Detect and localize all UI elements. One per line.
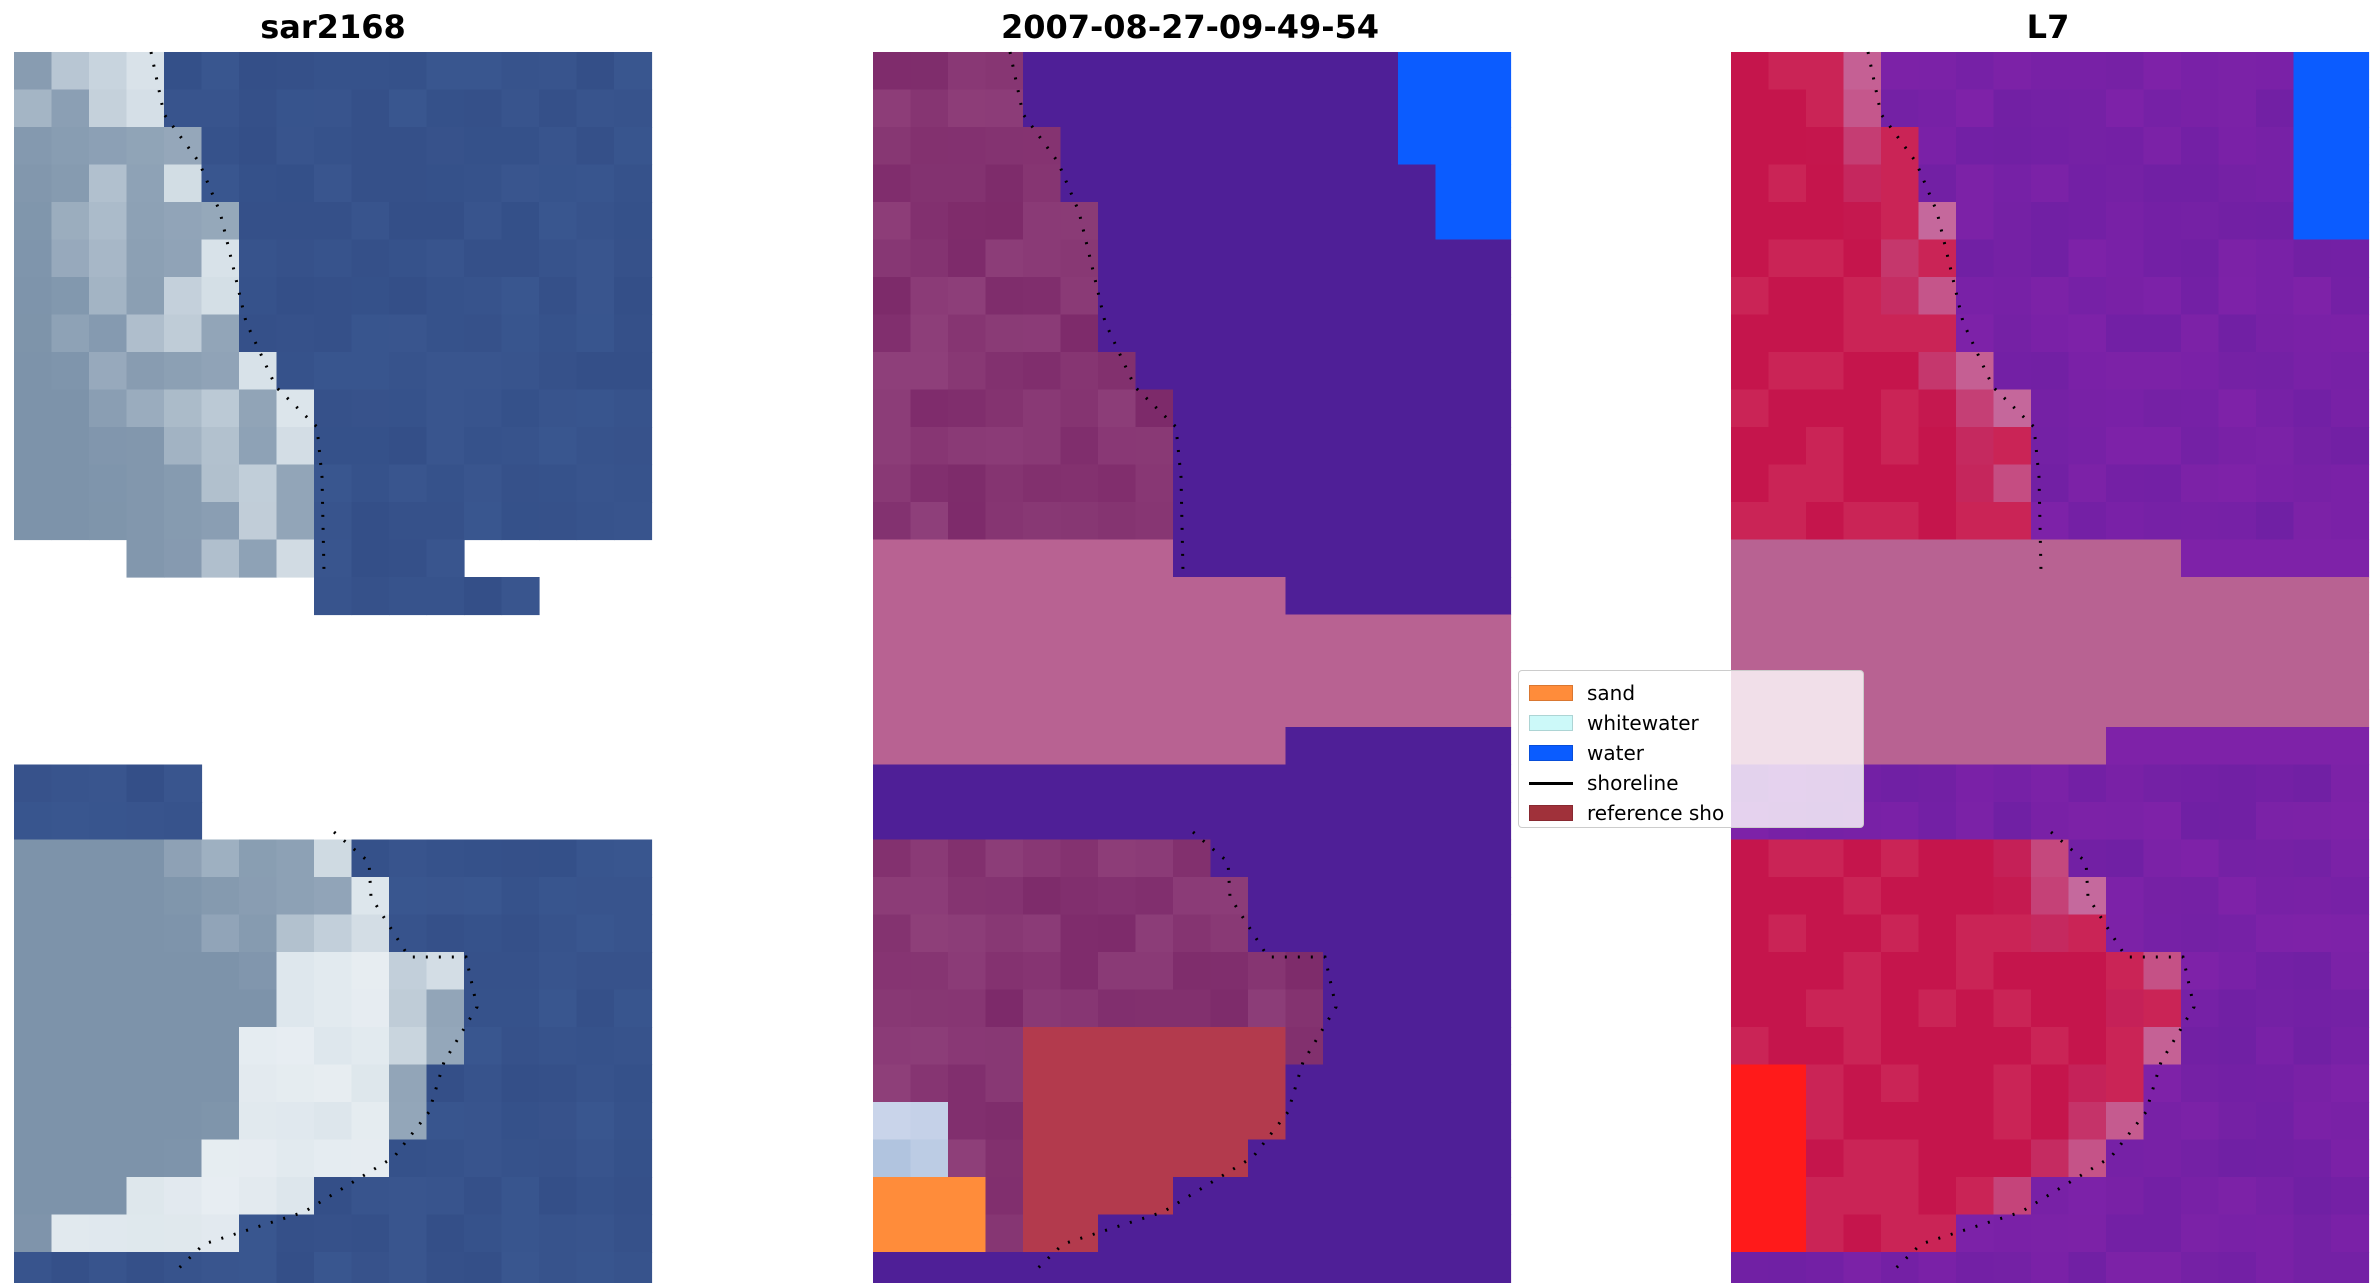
- shoreline-line-icon: [1529, 781, 1573, 785]
- legend-item-water: water: [1525, 739, 1644, 767]
- water-swatch-icon: [1529, 745, 1573, 761]
- reference-shoreline-swatch-icon: [1529, 805, 1573, 821]
- legend-label: water: [1587, 741, 1644, 765]
- legend-label: shoreline: [1587, 771, 1679, 795]
- panel-title-index: L7: [2026, 8, 2070, 46]
- panel-title-rgb: sar2168: [260, 8, 406, 46]
- legend-item-shoreline: shoreline: [1525, 769, 1679, 797]
- sand-swatch-icon: [1529, 685, 1573, 701]
- rgb-image-panel: [14, 51, 653, 1283]
- legend: sand whitewater water shoreline referenc…: [1518, 670, 1864, 828]
- legend-label: reference sho: [1587, 801, 1725, 825]
- legend-item-reference-shoreline: reference sho: [1525, 799, 1724, 827]
- legend-item-whitewater: whitewater: [1525, 709, 1699, 737]
- legend-item-sand: sand: [1525, 679, 1635, 707]
- classification-image-panel: [873, 51, 1512, 1283]
- index-image-panel: [1731, 51, 2370, 1283]
- whitewater-swatch-icon: [1529, 715, 1573, 731]
- panel-title-classification: 2007-08-27-09-49-54: [1000, 8, 1380, 46]
- legend-label: sand: [1587, 681, 1636, 705]
- legend-label: whitewater: [1587, 711, 1699, 735]
